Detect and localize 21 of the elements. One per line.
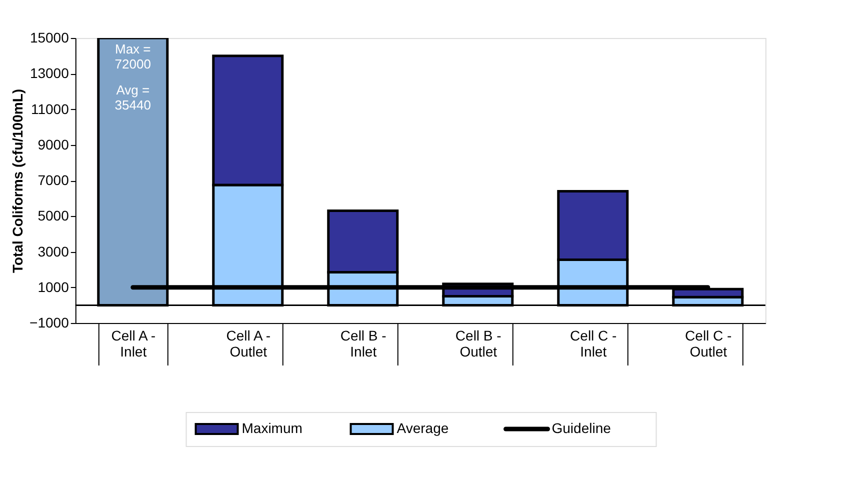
y-tick-label: 9000	[38, 136, 70, 152]
y-tick-label: 5000	[38, 208, 70, 224]
annotation: Avg = 35440	[114, 82, 151, 112]
y-axis-title: Total Coliforms (cfu/100mL)	[10, 88, 26, 274]
y-tick-label: 7000	[38, 172, 70, 188]
y-tick-label: 1000	[38, 278, 70, 295]
y-tick-label: 15000	[30, 30, 70, 46]
legend-label: Guideline	[552, 420, 612, 436]
legend-label: Average	[396, 420, 449, 436]
x-tick-label: Cell A - Outlet	[226, 328, 271, 360]
x-tick-label: Cell B - Inlet	[340, 328, 387, 360]
legend-label: Maximum	[242, 420, 302, 436]
y-tick-label: 13000	[30, 65, 70, 82]
y-tick-label: 11000	[30, 100, 70, 117]
x-tick-label: Cell A - Inlet	[111, 328, 156, 360]
x-tick-label: Cell C - Outlet	[685, 328, 732, 360]
y-tick-label: 3000	[38, 243, 70, 260]
annotation: Max = 72000	[114, 42, 151, 72]
x-tick-label: Cell C - Inlet	[570, 328, 618, 360]
y-tick-label: −1000	[30, 314, 70, 330]
x-tick-label: Cell B - Outlet	[455, 328, 502, 360]
